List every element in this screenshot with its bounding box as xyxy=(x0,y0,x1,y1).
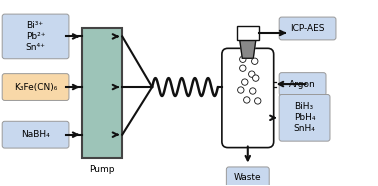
Circle shape xyxy=(253,75,259,81)
Circle shape xyxy=(240,56,246,62)
Text: Bi³⁺
Pb²⁺
Sn⁴⁺: Bi³⁺ Pb²⁺ Sn⁴⁺ xyxy=(26,21,45,52)
Circle shape xyxy=(243,97,250,103)
FancyBboxPatch shape xyxy=(222,48,274,147)
Circle shape xyxy=(249,88,256,94)
Circle shape xyxy=(240,65,246,71)
Text: BiH₃
PbH₄
SnH₄: BiH₃ PbH₄ SnH₄ xyxy=(294,102,316,133)
Circle shape xyxy=(242,79,248,85)
FancyBboxPatch shape xyxy=(237,25,259,40)
Circle shape xyxy=(249,71,255,77)
Circle shape xyxy=(252,58,258,64)
FancyBboxPatch shape xyxy=(279,94,330,141)
Text: NaBH₄: NaBH₄ xyxy=(21,130,50,139)
Text: Pump: Pump xyxy=(90,166,115,174)
FancyBboxPatch shape xyxy=(279,73,326,95)
FancyBboxPatch shape xyxy=(2,14,69,59)
FancyBboxPatch shape xyxy=(2,74,69,100)
Text: K₃Fe(CN)₆: K₃Fe(CN)₆ xyxy=(14,83,57,92)
Circle shape xyxy=(254,98,261,104)
Text: Waste: Waste xyxy=(234,173,262,182)
FancyBboxPatch shape xyxy=(226,167,269,186)
Text: ICP-AES: ICP-AES xyxy=(290,24,325,33)
Circle shape xyxy=(238,87,244,93)
Text: Argon: Argon xyxy=(289,80,316,89)
FancyBboxPatch shape xyxy=(2,121,69,148)
FancyBboxPatch shape xyxy=(82,28,122,158)
Polygon shape xyxy=(240,40,256,58)
FancyBboxPatch shape xyxy=(279,17,336,40)
